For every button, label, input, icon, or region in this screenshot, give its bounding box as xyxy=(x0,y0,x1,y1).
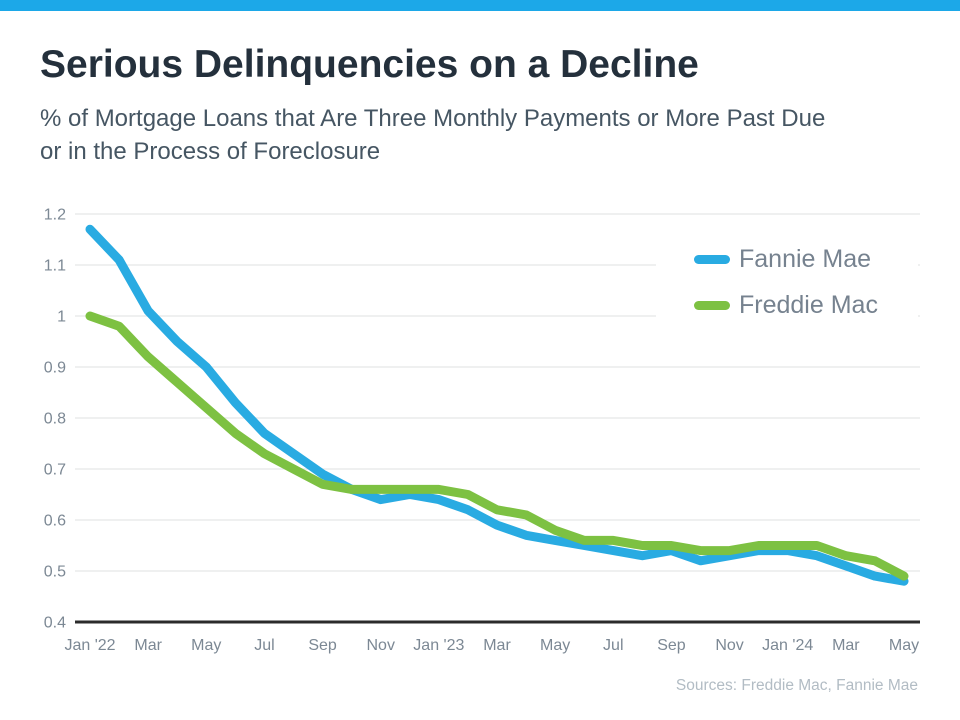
legend-label-fannie-mae: Fannie Mae xyxy=(739,244,872,273)
page-title: Serious Delinquencies on a Decline xyxy=(40,43,699,86)
y-tick-label: 0.7 xyxy=(44,462,66,479)
y-tick-label: 1.1 xyxy=(44,258,66,275)
freddie-mac-line-swatch xyxy=(694,300,730,310)
y-tick-label: 1.2 xyxy=(44,207,66,224)
x-tick-label: Nov xyxy=(366,637,394,654)
x-tick-label: Jan '22 xyxy=(64,637,115,654)
top-accent-bar xyxy=(0,0,960,11)
legend-item-fannie-mae: Fannie Mae xyxy=(656,241,918,277)
x-tick-label: May xyxy=(191,637,221,654)
x-tick-label: Jan '23 xyxy=(413,637,464,654)
x-tick-label: Jan '24 xyxy=(762,637,813,654)
x-tick-label: Mar xyxy=(134,637,162,654)
x-tick-label: Mar xyxy=(832,637,860,654)
x-tick-label: Sep xyxy=(308,637,337,654)
fannie-mae-line xyxy=(85,224,909,586)
x-tick-label: May xyxy=(889,637,919,654)
x-tick-label: May xyxy=(540,637,570,654)
y-tick-label: 0.5 xyxy=(44,564,66,581)
chart-legend: Fannie Mae Freddie Mac xyxy=(656,233,918,331)
x-tick-label: Sep xyxy=(657,637,686,654)
x-tick-label: Jul xyxy=(254,637,274,654)
legend-item-freddie-mac: Freddie Mac xyxy=(656,287,918,323)
y-tick-label: 0.9 xyxy=(44,360,66,377)
fannie-mae-line-swatch xyxy=(694,254,730,264)
y-tick-label: 1 xyxy=(57,309,66,326)
y-tick-label: 0.4 xyxy=(44,615,66,632)
page-subtitle: % of Mortgage Loans that Are Three Month… xyxy=(40,105,826,165)
freddie-mac-line xyxy=(85,311,909,581)
legend-label-freddie-mac: Freddie Mac xyxy=(739,290,878,319)
x-tick-label: Jul xyxy=(603,637,623,654)
y-tick-label: 0.8 xyxy=(44,411,66,428)
y-tick-label: 0.6 xyxy=(44,513,66,530)
x-tick-label: Nov xyxy=(715,637,743,654)
source-note: Sources: Freddie Mac, Fannie Mae xyxy=(675,677,918,694)
x-tick-label: Mar xyxy=(483,637,511,654)
